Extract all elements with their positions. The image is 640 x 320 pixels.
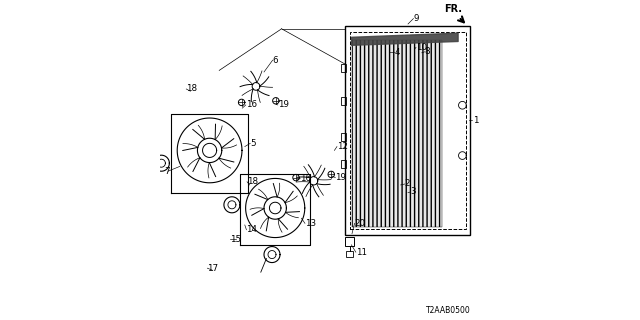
Bar (352, 40, 442, 227)
Text: 10: 10 (416, 43, 427, 52)
Text: 2: 2 (405, 180, 410, 188)
Bar (340, 64, 346, 72)
Text: 1: 1 (473, 116, 479, 124)
Bar (340, 97, 346, 105)
Text: 8: 8 (425, 47, 430, 56)
Bar (340, 160, 346, 168)
Bar (340, 133, 346, 141)
Text: 7: 7 (164, 167, 170, 176)
Text: 3: 3 (410, 188, 416, 196)
Text: 12: 12 (337, 142, 348, 151)
Text: T2AAB0500: T2AAB0500 (426, 306, 470, 315)
Text: 11: 11 (356, 248, 367, 257)
Bar (346, 237, 355, 246)
Text: 4: 4 (394, 48, 400, 57)
Text: 16: 16 (246, 100, 257, 109)
Text: 15: 15 (230, 235, 241, 244)
Text: 6: 6 (273, 56, 278, 65)
Bar (351, 32, 466, 229)
Text: 19: 19 (278, 100, 289, 109)
Text: 16: 16 (300, 174, 311, 183)
Text: 13: 13 (305, 219, 316, 228)
Bar (346, 251, 353, 257)
Text: 18: 18 (186, 84, 197, 93)
Text: 14: 14 (246, 225, 257, 234)
Text: 20: 20 (355, 219, 365, 228)
Text: 18: 18 (247, 177, 258, 186)
Text: FR.: FR. (444, 4, 463, 14)
Text: 9: 9 (413, 14, 419, 23)
Text: 5: 5 (250, 139, 256, 148)
Text: 19: 19 (335, 173, 346, 182)
Bar (344, 26, 470, 235)
Text: 17: 17 (207, 264, 218, 273)
